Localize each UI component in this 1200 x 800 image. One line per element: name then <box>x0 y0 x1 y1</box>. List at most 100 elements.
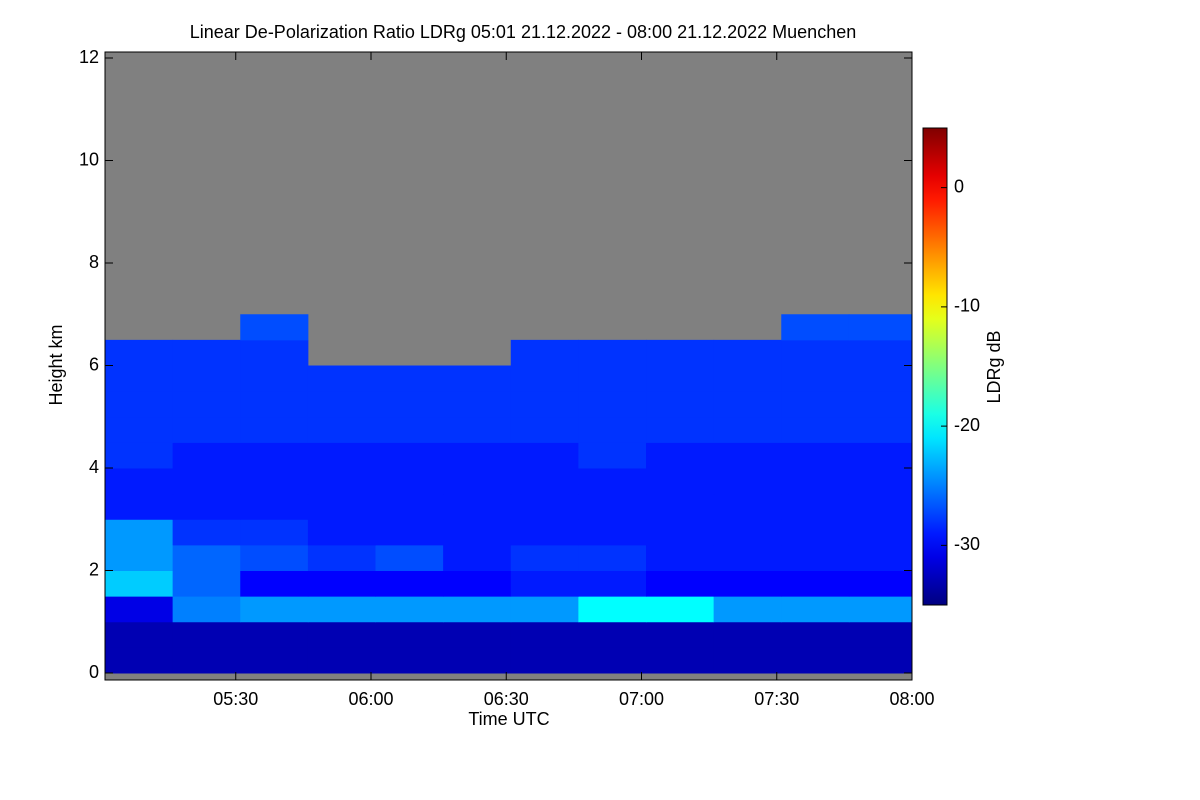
heatmap-cell <box>375 570 444 597</box>
heatmap-cell <box>781 519 850 546</box>
heatmap-cell <box>713 493 782 520</box>
heatmap-cell <box>307 519 377 546</box>
heatmap-cell <box>443 570 512 597</box>
heatmap-cell <box>848 621 913 648</box>
heatmap-cell <box>646 570 715 597</box>
heatmap-cell <box>578 519 647 546</box>
heatmap-cell <box>578 647 647 674</box>
heatmap-cell <box>172 570 241 597</box>
heatmap-cell <box>713 621 782 648</box>
heatmap-cell <box>646 621 715 648</box>
heatmap-cell <box>105 621 174 648</box>
heatmap-cell <box>781 570 850 597</box>
heatmap-cell <box>848 570 913 597</box>
heatmap-cell <box>240 365 309 392</box>
heatmap-cell <box>646 391 715 418</box>
heatmap-cell <box>646 493 715 520</box>
heatmap-cell <box>646 468 715 495</box>
heatmap-cell <box>375 621 444 648</box>
heatmap-cell <box>105 468 174 495</box>
heatmap-cell <box>443 416 512 443</box>
heatmap-cell <box>240 647 309 674</box>
heatmap-cell <box>781 468 850 495</box>
heatmap-cell <box>172 544 241 571</box>
heatmap-cell <box>172 519 241 546</box>
x-tick-label: 07:30 <box>754 689 799 709</box>
heatmap-cell <box>848 544 913 571</box>
y-axis-label: Height km <box>46 324 66 405</box>
heatmap-cell <box>510 621 579 648</box>
heatmap-cell <box>578 468 647 495</box>
heatmap-cell <box>781 493 850 520</box>
heatmap-cell <box>848 468 913 495</box>
heatmap-cell <box>307 544 377 571</box>
heatmap-cell <box>105 493 174 520</box>
colorbar-label: LDRg dB <box>984 330 1004 403</box>
heatmap-cell <box>646 544 715 571</box>
heatmap-cell <box>375 544 444 571</box>
x-tick-label: 06:30 <box>484 689 529 709</box>
heatmap-cell <box>375 365 444 392</box>
heatmap-cell <box>443 468 512 495</box>
heatmap-cell <box>781 365 850 392</box>
heatmap-cell <box>240 493 309 520</box>
heatmap-cell <box>172 365 241 392</box>
heatmap-cell <box>713 596 782 623</box>
heatmap-cell <box>307 365 377 392</box>
y-tick-label: 10 <box>79 149 99 169</box>
heatmap-cell <box>578 621 647 648</box>
heatmap-cell <box>443 442 512 469</box>
y-tick-label: 0 <box>89 662 99 682</box>
heatmap-cell <box>105 519 174 546</box>
heatmap-cell <box>240 570 309 597</box>
heatmap-cell <box>443 621 512 648</box>
heatmap-cell <box>781 596 850 623</box>
heatmap-cell <box>781 416 850 443</box>
heatmap-cell <box>848 647 913 674</box>
heatmap-cell <box>172 621 241 648</box>
heatmap-cell <box>375 416 444 443</box>
heatmap-cell <box>240 468 309 495</box>
heatmap-cell <box>307 621 377 648</box>
heatmap-cell <box>848 314 913 341</box>
heatmap-cell <box>172 442 241 469</box>
heatmap-cell <box>510 468 579 495</box>
heatmap-cell <box>713 416 782 443</box>
heatmap-cell <box>240 442 309 469</box>
heatmap-cell <box>307 442 377 469</box>
heatmap-cell <box>307 468 377 495</box>
heatmap-cell <box>105 596 174 623</box>
colorbar-tick-label: -30 <box>954 534 980 554</box>
x-tick-label: 07:00 <box>619 689 664 709</box>
heatmap-cell <box>510 519 579 546</box>
heatmap-cell <box>105 391 174 418</box>
heatmap-cell <box>240 519 309 546</box>
y-tick-label: 6 <box>89 354 99 374</box>
heatmap-cell <box>172 647 241 674</box>
heatmap-cell <box>848 416 913 443</box>
heatmap-cell <box>172 416 241 443</box>
heatmap-cell <box>646 596 715 623</box>
heatmap-cell <box>713 468 782 495</box>
heatmap-cell <box>105 442 174 469</box>
heatmap-cell <box>510 365 579 392</box>
heatmap-cell <box>713 442 782 469</box>
heatmap-cell <box>578 339 647 366</box>
heatmap-cell <box>240 416 309 443</box>
heatmap-cell <box>240 621 309 648</box>
heatmap-cell <box>240 391 309 418</box>
heatmap-cell <box>105 416 174 443</box>
heatmap-cell <box>848 391 913 418</box>
heatmap-cell <box>578 391 647 418</box>
heatmap-cell <box>848 596 913 623</box>
y-tick-label: 2 <box>89 559 99 579</box>
heatmap-cell <box>713 544 782 571</box>
heatmap-cell <box>510 493 579 520</box>
heatmap-cell <box>510 570 579 597</box>
heatmap-cell <box>443 493 512 520</box>
heatmap-cell <box>307 570 377 597</box>
heatmap-cell <box>713 339 782 366</box>
heatmap-cell <box>510 391 579 418</box>
heatmap-cell <box>375 493 444 520</box>
heatmap-cell <box>646 647 715 674</box>
